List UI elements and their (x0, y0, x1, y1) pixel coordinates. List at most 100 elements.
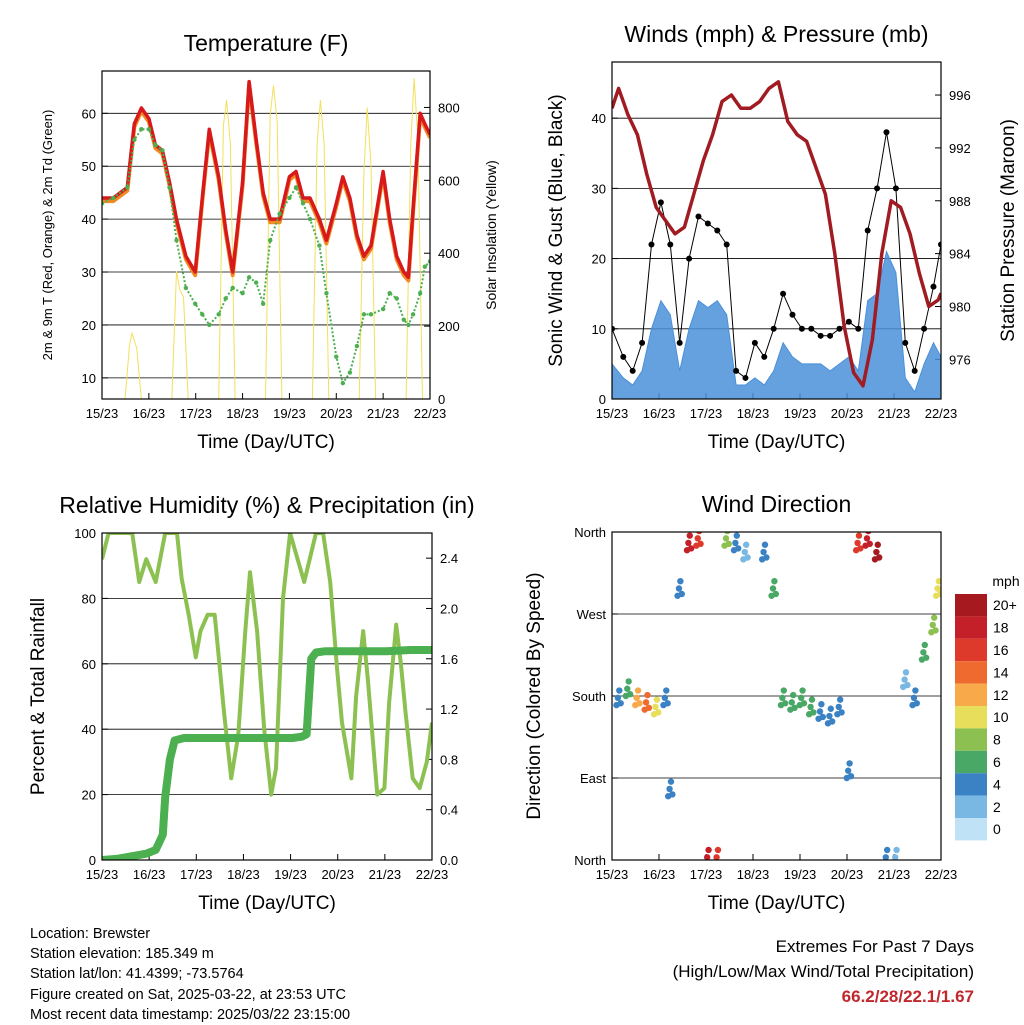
direction-point (697, 540, 704, 548)
station-info: Location: Brewster Station elevation: 18… (30, 924, 350, 1025)
xtick-label: 18/23 (737, 867, 770, 882)
dewpoint-point (277, 211, 282, 217)
plot-area (612, 80, 941, 399)
direction-point (677, 578, 684, 585)
plot-frame (611, 61, 942, 400)
colorbar-swatch (955, 616, 987, 639)
dewpoint-point (268, 238, 273, 243)
ytick-label-left: 40 (592, 111, 606, 126)
gust-point (742, 374, 749, 381)
gust-point (921, 325, 928, 332)
ytick-label-right: 0.8 (440, 752, 458, 767)
ytick-label-left: 40 (82, 212, 96, 227)
colorbar-swatch (955, 728, 987, 751)
gust-point (704, 220, 711, 227)
plot-frame (101, 70, 431, 400)
xtick-label: 21/23 (878, 867, 911, 882)
precip-series (102, 646, 432, 860)
gust-point (789, 311, 796, 318)
direction-point (863, 535, 871, 542)
xtick-label: 17/23 (180, 867, 213, 882)
x-axis-label: Time (Day/UTC) (197, 432, 335, 453)
gust-point (733, 367, 740, 374)
gust-point (612, 325, 615, 332)
dewpoint-point (193, 301, 198, 306)
xtick-label: 17/23 (179, 406, 212, 421)
gust-point (874, 185, 881, 192)
direction-point (929, 621, 936, 629)
xtick-label: 22/23 (416, 867, 449, 882)
plot-area (102, 78, 430, 399)
ytick-label-right: 400 (438, 246, 460, 261)
direction-point (826, 712, 833, 720)
x-axis-label: Time (Day/UTC) (708, 893, 846, 914)
dewpoint-point (394, 296, 399, 301)
direction-point (771, 578, 778, 585)
direction-point (634, 687, 642, 694)
gust-point (751, 339, 758, 346)
location-text: Location: Brewster (30, 926, 151, 942)
panel-title: Winds (mph) & Pressure (mb) (624, 21, 928, 47)
speed-colorbar: mph 20+ 18 16 14 12 10 8 6 4 2 0 (955, 573, 1020, 841)
direction-point (891, 854, 899, 860)
ytick-label-right: 992 (949, 141, 971, 156)
panel-title: Wind Direction (702, 491, 852, 517)
t2m-series (102, 79, 430, 280)
dewpoint-point (380, 306, 386, 312)
direction-point (866, 540, 873, 548)
ytick-label-left: 50 (82, 159, 96, 174)
direction-point (816, 708, 824, 715)
direction-point (644, 691, 651, 699)
direction-point (617, 700, 624, 707)
direction-point (733, 532, 740, 539)
xtick-label: 21/23 (369, 867, 402, 882)
colorbar-label: 12 (993, 687, 1009, 703)
panel-title: Relative Humidity (%) & Precipitation (i… (59, 492, 474, 518)
direction-point (932, 627, 939, 634)
xtick-label: 21/23 (878, 406, 911, 421)
xtick-label: 19/23 (784, 406, 817, 421)
gust-point (911, 367, 918, 374)
xtick-label: 15/23 (86, 406, 119, 421)
ytick-label-right: 1.2 (440, 702, 458, 717)
direction-point (873, 548, 880, 556)
y-axis-label: 2m & 9m T (Red, Orange) & 2m Td (Green) (40, 110, 55, 361)
xtick-label: 16/23 (643, 867, 676, 882)
gust-point (714, 227, 721, 234)
direction-point (882, 854, 889, 860)
ytick-label-left: South (572, 689, 606, 704)
gust-point (676, 339, 683, 346)
xtick-label: 16/23 (133, 867, 166, 882)
colorbar-label: 16 (993, 642, 1009, 658)
direction-point (687, 545, 695, 552)
xtick-label: 20/23 (831, 406, 864, 421)
direction-point (922, 654, 930, 661)
colorbar-label: 0 (993, 821, 1001, 837)
xtick-label: 19/23 (273, 406, 306, 421)
ytick-label-left: 80 (82, 591, 96, 606)
dewpoint-point (307, 216, 313, 222)
direction-point (807, 703, 814, 711)
colorbar-label: 2 (993, 799, 1001, 815)
colorbar-swatch (955, 795, 987, 818)
dewpoint-point (340, 380, 346, 386)
direction-point (653, 696, 661, 703)
recent-text: Most recent data timestamp: 2025/03/22 2… (30, 1006, 351, 1023)
xtick-label: 15/23 (86, 867, 119, 882)
direction-point (714, 846, 722, 854)
ytick-label-left: East (580, 771, 606, 786)
direction-point (934, 585, 941, 592)
colorbar-label: 14 (993, 664, 1009, 680)
ytick-label-left: 10 (592, 322, 606, 337)
direction-point (818, 701, 825, 708)
direction-point (625, 678, 632, 685)
dewpoint-point (317, 243, 322, 248)
direction-point (772, 590, 779, 598)
direction-point (883, 846, 891, 854)
gust-point (855, 325, 862, 332)
y2-axis-label: Solar Insolation (Yellow) (483, 160, 499, 310)
ytick-label-left: North (574, 525, 606, 540)
direction-point (875, 554, 883, 561)
direction-point (645, 704, 653, 712)
